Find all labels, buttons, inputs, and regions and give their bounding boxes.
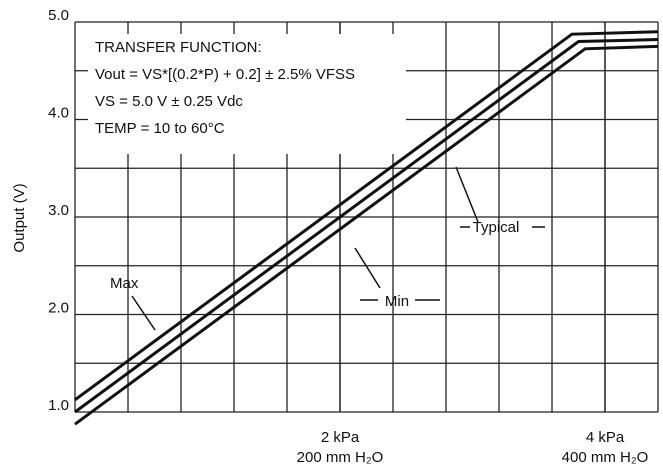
x-tick-sublabel: 400 mm H₂O: [562, 449, 649, 466]
series-line: [74, 44, 659, 426]
y-tick-label: 4.0: [48, 104, 69, 121]
arrows: [131, 166, 545, 331]
annotation: Vout = VS*[(0.2*P) + 0.2] ± 2.5% VFSS: [95, 66, 355, 83]
x-tick-label: 4 kPa: [586, 429, 625, 446]
y-tick-label: 1.0: [48, 397, 69, 414]
annotation-bg: [88, 34, 406, 154]
y-axis-label: Output (V): [11, 183, 28, 252]
arrow: [455, 166, 479, 223]
annotation: TRANSFER FUNCTION:: [95, 39, 262, 56]
series-line: [74, 38, 659, 414]
annotation: VS = 5.0 V ± 0.25 Vdc: [95, 93, 243, 110]
y-tick-label: 3.0: [48, 202, 69, 219]
annotation: TEMP = 10 to 60°C: [95, 120, 225, 137]
series-label: Typical: [473, 219, 520, 236]
series-label: Max: [110, 275, 139, 292]
y-tick-label: 2.0: [48, 299, 69, 316]
series-label: Min: [385, 293, 409, 310]
x-tick-label: 2 kPa: [321, 429, 360, 446]
y-tick-label: 5.0: [48, 7, 69, 24]
arrow: [354, 247, 381, 289]
x-tick-sublabel: 200 mm H₂O: [297, 449, 384, 466]
arrow: [131, 295, 156, 331]
series-line: [74, 30, 659, 402]
